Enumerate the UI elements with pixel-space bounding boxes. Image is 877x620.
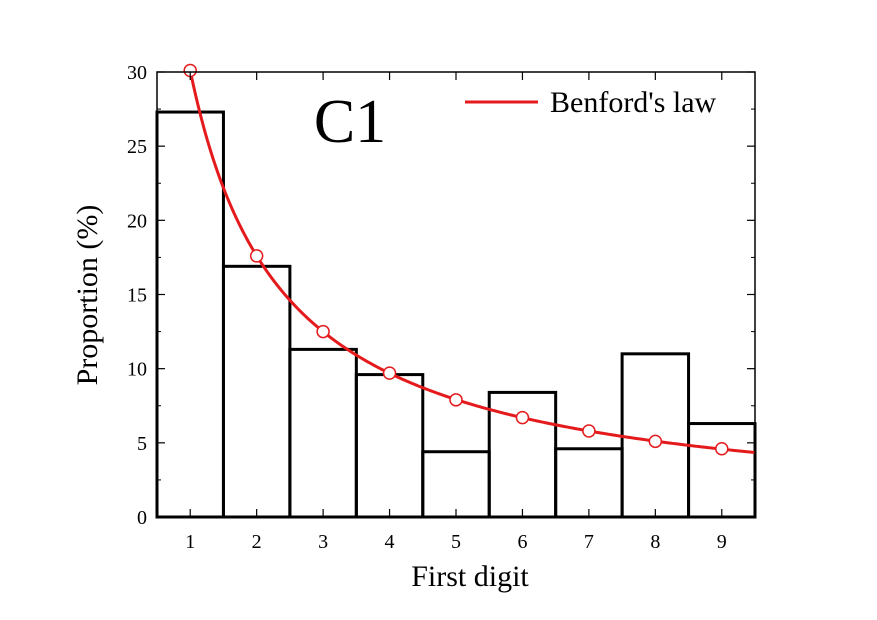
histogram-bar bbox=[354, 373, 425, 519]
x-axis-title: First digit bbox=[411, 560, 529, 593]
y-tick-label: 20 bbox=[127, 210, 147, 232]
histogram-bar bbox=[421, 450, 491, 519]
y-tick-label: 15 bbox=[127, 285, 147, 307]
x-tick-label: 4 bbox=[385, 531, 395, 553]
histogram-bar bbox=[155, 110, 225, 519]
x-tick-label: 5 bbox=[451, 531, 461, 553]
benford-point bbox=[515, 410, 530, 425]
benford-point bbox=[715, 442, 729, 456]
x-tick-label: 3 bbox=[318, 531, 328, 553]
benford-point bbox=[449, 393, 463, 407]
panel-label: C1 bbox=[314, 88, 386, 156]
x-tick-label: 7 bbox=[584, 531, 594, 553]
benford-point bbox=[648, 434, 663, 449]
y-axis-title: Proportion (%) bbox=[71, 205, 104, 386]
y-tick-label: 30 bbox=[127, 62, 147, 84]
histogram-bar bbox=[554, 447, 624, 519]
axes bbox=[156, 71, 756, 518]
histogram-bars bbox=[155, 110, 757, 519]
histogram-bar bbox=[221, 264, 292, 519]
legend: Benford's law bbox=[465, 86, 717, 119]
benford-curve bbox=[188, 70, 756, 455]
benford-point bbox=[582, 424, 596, 438]
benford-point bbox=[249, 249, 264, 263]
legend-label: Benford's law bbox=[550, 86, 717, 119]
y-tick-label: 5 bbox=[137, 433, 147, 455]
benford-curve-group bbox=[183, 63, 756, 456]
x-tick-label: 1 bbox=[185, 531, 195, 553]
y-tick-label: 10 bbox=[127, 359, 147, 381]
x-tick-label: 6 bbox=[517, 531, 527, 553]
benford-point bbox=[316, 324, 330, 339]
x-tick-label: 9 bbox=[717, 531, 727, 553]
benford-point bbox=[382, 366, 397, 380]
y-tick-label: 25 bbox=[127, 136, 147, 158]
y-tick-label: 0 bbox=[137, 507, 147, 529]
histogram-bar bbox=[288, 347, 358, 519]
x-tick-label: 2 bbox=[252, 531, 262, 553]
x-tick-label: 8 bbox=[650, 531, 660, 553]
histogram-bar bbox=[687, 422, 757, 519]
tick-labels: 0 5 10 15 20 25 30 1 2 3 4 5 6 7 8 9 bbox=[127, 62, 727, 553]
